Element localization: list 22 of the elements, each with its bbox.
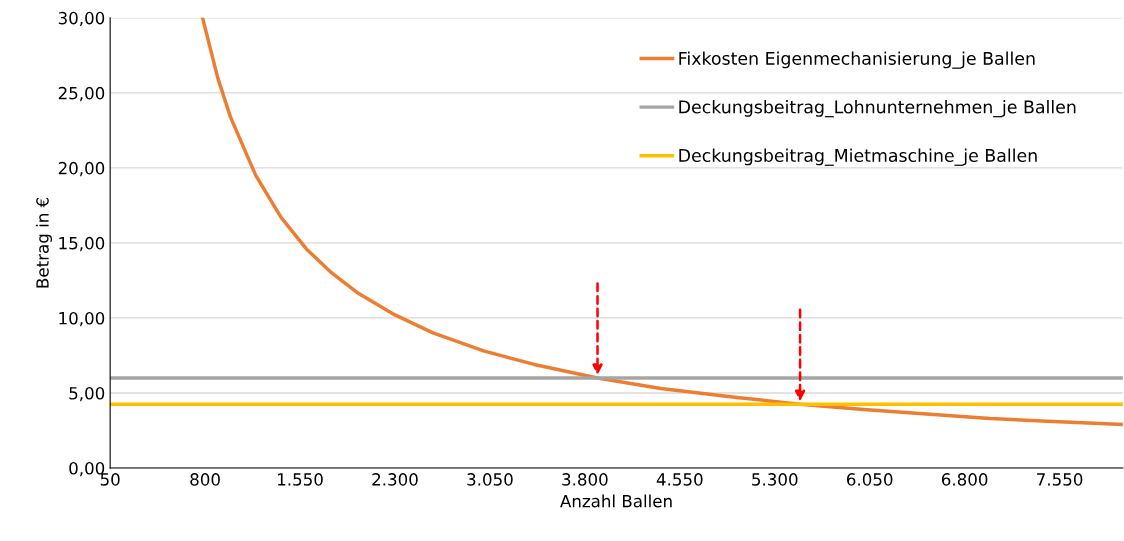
x-tick-label: 4.550 xyxy=(656,473,703,486)
legend-label: Deckungsbeitrag_Lohnunternehmen_je Ballen xyxy=(679,100,1076,118)
x-tick-label: 800 xyxy=(190,473,220,486)
x-tick-label: 2.300 xyxy=(372,473,418,486)
x-tick-label: 3.800 xyxy=(562,473,608,486)
x-tick-label: 6.800 xyxy=(941,473,988,486)
y-axis-title: Betrag in € xyxy=(35,197,53,288)
x-axis-title: Anzahl Ballen xyxy=(560,494,672,508)
legend-label: Fixkosten Eigenmechanisierung_je Ballen xyxy=(679,51,1035,69)
y-tick-label: 15,00 xyxy=(59,236,105,252)
y-tick-label: 5,00 xyxy=(69,386,105,402)
line-series xyxy=(200,17,1123,427)
x-tick-label: 7.550 xyxy=(1037,473,1083,486)
y-tick-label: 25,00 xyxy=(58,86,105,102)
legend-label: Deckungsbeitrag_Mietmaschine_je Ballen xyxy=(679,148,1037,166)
x-tick-label: 1.550 xyxy=(278,473,323,486)
y-tick-label: 10,00 xyxy=(59,311,105,327)
x-tick-label: 5.300 xyxy=(752,473,798,486)
x-tick-label: 3.050 xyxy=(467,473,513,486)
x-tick-label: 6.050 xyxy=(847,473,893,486)
y-tick-label: 20,00 xyxy=(58,161,105,177)
y-tick-label: 30,00 xyxy=(58,11,105,27)
